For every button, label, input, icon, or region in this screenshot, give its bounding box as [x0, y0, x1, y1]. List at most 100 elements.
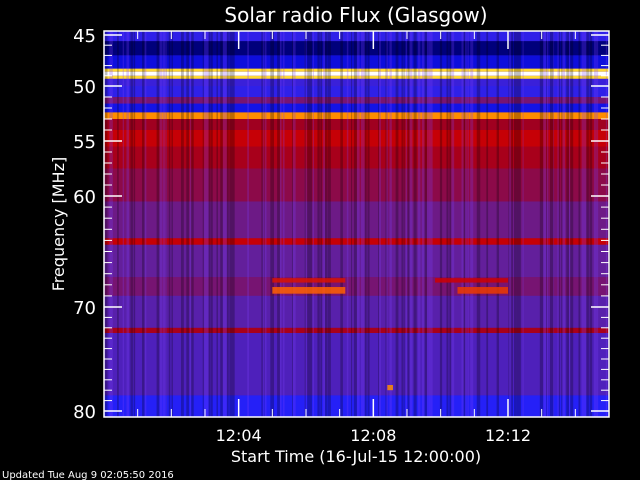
texture-stripe — [270, 31, 273, 417]
texture-stripe — [424, 31, 428, 417]
texture-stripe — [541, 31, 545, 417]
heatmap-band — [104, 68, 609, 72]
texture-stripe — [104, 31, 107, 417]
texture-stripe — [551, 31, 555, 417]
texture-stripe — [229, 31, 232, 417]
texture-stripe — [353, 31, 357, 417]
texture-stripe — [165, 31, 168, 417]
heatmap-texture — [104, 31, 608, 417]
texture-stripe — [224, 31, 227, 417]
heatmap-band — [104, 86, 609, 97]
heatmap-band — [104, 168, 609, 202]
texture-stripe — [379, 31, 381, 417]
texture-stripe — [168, 31, 171, 417]
texture-stripe — [309, 31, 312, 417]
texture-stripe — [133, 31, 136, 417]
texture-stripe — [561, 31, 563, 417]
texture-stripe — [401, 31, 403, 417]
texture-stripe — [570, 31, 574, 417]
texture-stripe — [407, 31, 410, 417]
y-tick-label: 55 — [73, 132, 96, 153]
texture-stripe — [180, 31, 184, 417]
texture-stripe — [264, 31, 267, 417]
texture-stripe — [279, 31, 282, 417]
texture-stripe — [451, 31, 455, 417]
texture-stripe — [126, 31, 128, 417]
texture-stripe — [325, 31, 328, 417]
texture-stripe — [563, 31, 565, 417]
texture-stripe — [547, 31, 549, 417]
texture-stripe — [403, 31, 405, 417]
heatmap-band — [104, 146, 609, 169]
texture-stripe — [413, 31, 417, 417]
texture-stripe — [562, 31, 565, 417]
x-tick-label: 12:12 — [485, 426, 531, 445]
texture-stripe — [346, 31, 349, 417]
texture-stripe — [449, 31, 452, 417]
texture-stripe — [583, 31, 586, 417]
texture-stripe — [389, 31, 392, 417]
texture-stripe — [191, 31, 194, 417]
texture-stripe — [550, 31, 554, 417]
texture-stripe — [307, 31, 310, 417]
heatmap-band — [104, 119, 609, 130]
texture-stripe — [367, 31, 370, 417]
texture-stripe — [364, 31, 366, 417]
texture-stripe — [439, 31, 443, 417]
texture-stripe — [305, 31, 307, 417]
y-axis-label: Frequency [MHz] — [49, 157, 68, 291]
texture-stripe — [430, 31, 433, 417]
texture-stripe — [143, 31, 146, 417]
radio-burst — [435, 278, 508, 283]
texture-stripe — [514, 31, 517, 417]
heatmap-band — [104, 244, 609, 278]
texture-stripe — [385, 31, 388, 417]
texture-stripe — [270, 31, 273, 417]
texture-stripe — [364, 31, 367, 417]
texture-stripe — [517, 31, 521, 417]
updated-timestamp: Updated Tue Aug 9 02:05:50 2016 — [2, 470, 174, 480]
x-tick-label: 12:04 — [216, 426, 262, 445]
texture-stripe — [596, 31, 599, 417]
x-tick-label: 12:08 — [350, 426, 396, 445]
heatmap-band — [104, 78, 609, 86]
texture-stripe — [588, 31, 590, 417]
texture-stripe — [558, 31, 560, 417]
texture-stripe — [340, 31, 343, 417]
texture-stripe — [104, 31, 108, 417]
texture-stripe — [427, 31, 429, 417]
texture-stripe — [231, 31, 235, 417]
texture-stripe — [221, 31, 225, 417]
texture-stripe — [446, 31, 449, 417]
heatmap-band — [104, 97, 609, 104]
texture-stripe — [109, 31, 111, 417]
texture-stripe — [204, 31, 206, 417]
heatmap-band — [104, 130, 609, 147]
texture-stripe — [470, 31, 474, 417]
texture-stripe — [461, 31, 464, 417]
radio-burst — [272, 287, 346, 294]
heatmap-band — [104, 395, 609, 417]
texture-stripe — [109, 31, 113, 417]
texture-stripe — [519, 31, 521, 417]
texture-stripe — [470, 31, 473, 417]
texture-stripe — [320, 31, 322, 417]
texture-stripe — [317, 31, 320, 417]
texture-stripe — [361, 31, 365, 417]
texture-stripe — [247, 31, 249, 417]
texture-stripe — [202, 31, 204, 417]
heatmap-band — [104, 201, 609, 239]
texture-stripe — [545, 31, 547, 417]
texture-stripe — [496, 31, 500, 417]
texture-stripe — [605, 31, 608, 417]
plot-area — [104, 31, 609, 417]
texture-stripe — [277, 31, 281, 417]
texture-stripe — [126, 31, 129, 417]
texture-stripe — [220, 31, 223, 417]
texture-stripe — [165, 31, 167, 417]
texture-stripe — [156, 31, 160, 417]
texture-stripe — [130, 31, 133, 417]
texture-stripe — [271, 31, 275, 417]
texture-stripe — [582, 31, 585, 417]
texture-stripe — [511, 31, 513, 417]
